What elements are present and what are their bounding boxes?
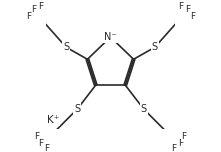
Text: K⁺: K⁺	[47, 115, 59, 125]
Text: F: F	[190, 12, 195, 21]
Text: F: F	[34, 132, 40, 141]
Text: F: F	[38, 2, 43, 11]
Text: S: S	[152, 42, 158, 52]
Text: S: S	[74, 104, 80, 114]
Text: N⁻: N⁻	[104, 32, 117, 42]
Text: F: F	[181, 132, 187, 141]
Text: F: F	[178, 139, 183, 148]
Text: F: F	[178, 2, 183, 11]
Text: S: S	[141, 104, 147, 114]
Text: F: F	[171, 144, 177, 152]
Text: F: F	[26, 12, 31, 21]
Text: F: F	[185, 5, 190, 14]
Text: S: S	[63, 42, 69, 52]
Text: F: F	[38, 139, 43, 148]
Text: F: F	[44, 144, 50, 152]
Text: F: F	[31, 5, 36, 14]
